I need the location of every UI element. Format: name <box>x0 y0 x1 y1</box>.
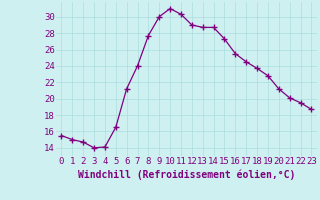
X-axis label: Windchill (Refroidissement éolien,°C): Windchill (Refroidissement éolien,°C) <box>78 169 295 180</box>
